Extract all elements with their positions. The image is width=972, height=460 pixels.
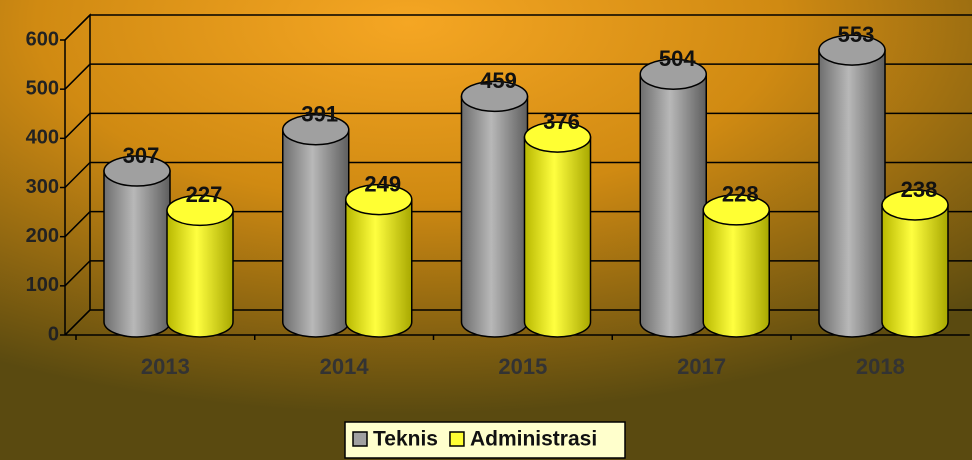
data-label: 228	[722, 182, 759, 207]
y-tick-label: 200	[26, 225, 59, 247]
cylinder-top	[639, 58, 707, 90]
x-tick-label: 2014	[320, 354, 370, 379]
cylinder-body	[166, 209, 234, 338]
legend-box	[344, 421, 626, 459]
legend-swatch	[449, 431, 465, 447]
cylinder-body	[702, 209, 770, 338]
data-label: 249	[364, 171, 401, 196]
data-label: 238	[901, 177, 938, 202]
cylinder-top	[460, 80, 529, 113]
cylinder	[881, 189, 949, 338]
cylinder-top	[166, 194, 234, 227]
cylinder	[818, 34, 886, 338]
data-label: 307	[123, 143, 160, 168]
cylinder	[523, 121, 592, 338]
y-tick-label: 600	[26, 28, 59, 50]
legend-swatch	[352, 431, 368, 447]
legend-label: Teknis	[373, 428, 438, 451]
cylinder-body	[460, 95, 529, 338]
y-tick-label: 0	[48, 323, 59, 345]
x-tick-label: 2018	[856, 354, 905, 379]
cylinder-body	[523, 136, 592, 338]
cylinder-body	[639, 73, 707, 338]
marks: 307 227 391 249 459 376 504 228 553 238	[103, 22, 949, 338]
cylinder-top	[282, 114, 350, 146]
data-label: 227	[186, 182, 223, 207]
cylinder	[103, 155, 171, 338]
cylinder-body	[345, 198, 413, 338]
data-label: 504	[659, 46, 696, 71]
x-tick-label: 2013	[141, 354, 190, 379]
cylinder-top	[523, 121, 592, 153]
legend: Teknis Administrasi	[344, 421, 626, 459]
y-tick-label: 500	[26, 77, 59, 99]
data-label: 459	[480, 68, 517, 93]
data-label: 391	[301, 102, 338, 127]
cylinder	[460, 80, 529, 338]
data-label: 376	[543, 109, 580, 134]
x-tick-label: 2017	[677, 354, 726, 379]
cylinder	[345, 183, 413, 338]
cylinder-body	[282, 129, 350, 338]
grid-line	[64, 14, 972, 41]
cylinder	[639, 58, 707, 338]
cylinder	[702, 194, 770, 338]
cylinder	[282, 114, 350, 338]
cylinder-top	[881, 189, 949, 221]
y-tick-label: 400	[26, 127, 59, 149]
cylinder	[166, 194, 234, 338]
cylinder-top	[103, 155, 171, 187]
cylinder-body	[103, 170, 171, 338]
cylinder-body	[881, 204, 949, 338]
y-tick-label: 300	[26, 176, 59, 198]
cylinder-top	[702, 194, 770, 226]
x-tick-label: 2015	[498, 354, 547, 379]
legend-label: Administrasi	[470, 428, 597, 451]
data-label: 553	[838, 22, 875, 47]
cylinder-top	[345, 183, 413, 216]
cylinder-body	[818, 49, 886, 338]
cylinder-top	[818, 34, 886, 66]
y-tick-label: 100	[26, 274, 59, 296]
